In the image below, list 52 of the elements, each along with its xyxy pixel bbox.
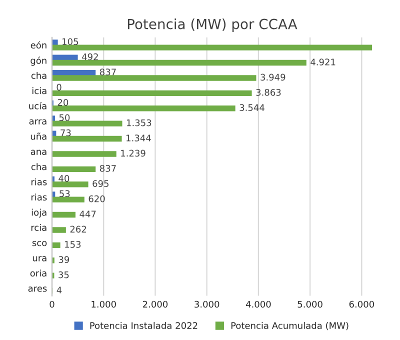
y-tick-label: icia bbox=[32, 87, 46, 94]
y-tick-label: cha bbox=[31, 72, 46, 79]
data-label: 20 bbox=[58, 99, 68, 106]
data-label: 40 bbox=[58, 175, 70, 182]
data-label: 1.239 bbox=[121, 150, 146, 157]
y-tick-label: sco bbox=[32, 240, 47, 246]
data-label: 4 bbox=[56, 286, 62, 294]
x-tick-label: 2.000 bbox=[142, 300, 168, 308]
y-tick-label: oria bbox=[30, 270, 46, 277]
x-tick-label: 5.000 bbox=[298, 300, 322, 308]
chart-title: Potencia (MW) por CCAA bbox=[128, 18, 298, 32]
data-label: 3.949 bbox=[260, 74, 286, 81]
y-tick-label: ares bbox=[28, 286, 47, 292]
y-tick-label: ana bbox=[30, 150, 46, 155]
data-label: 35 bbox=[58, 271, 69, 278]
legend-label: Potencia Acumulada (MW) bbox=[231, 322, 348, 330]
x-tick-label: 0 bbox=[50, 300, 54, 308]
data-label: 492 bbox=[82, 53, 98, 60]
data-label: 39 bbox=[58, 256, 70, 264]
data-label: 0 bbox=[56, 84, 62, 91]
y-tick-label: eón bbox=[30, 41, 46, 49]
data-label: 837 bbox=[100, 164, 116, 172]
data-label: 73 bbox=[60, 129, 71, 136]
data-label: 837 bbox=[100, 68, 116, 76]
y-tick-label: cha bbox=[31, 163, 46, 170]
y-tick-label: gón bbox=[30, 56, 46, 66]
y-tick-label: rcia bbox=[31, 224, 46, 231]
x-tick-label: 4.000 bbox=[246, 300, 271, 308]
data-label: 3.863 bbox=[256, 88, 281, 96]
x-tick-label: 1.000 bbox=[92, 300, 116, 308]
data-label: 53 bbox=[60, 190, 70, 198]
data-label: 153 bbox=[65, 240, 81, 248]
legend-label: Potencia Instalada 2022 bbox=[90, 322, 198, 329]
y-tick-label: rias bbox=[32, 194, 47, 201]
x-tick-label: 3.000 bbox=[194, 300, 220, 308]
y-tick-label: ioja bbox=[32, 208, 46, 218]
y-tick-label: rias bbox=[32, 178, 47, 186]
y-tick-label: ucía bbox=[29, 102, 46, 110]
data-label: 50 bbox=[59, 114, 70, 122]
y-tick-label: ura bbox=[32, 256, 46, 262]
y-tick-label: uña bbox=[30, 132, 46, 140]
data-label: 105 bbox=[62, 38, 78, 46]
data-label: 1.353 bbox=[126, 119, 152, 126]
x-tick-label: 6.000 bbox=[349, 300, 374, 308]
data-label: 4.921 bbox=[310, 58, 336, 66]
y-tick-label: arra bbox=[29, 119, 46, 125]
data-label: 262 bbox=[70, 226, 86, 233]
data-label: 447 bbox=[80, 210, 96, 218]
data-label: 3.544 bbox=[240, 104, 264, 112]
data-label: 620 bbox=[88, 195, 105, 202]
data-label: 695 bbox=[92, 180, 108, 188]
data-label: 1.344 bbox=[126, 134, 151, 142]
